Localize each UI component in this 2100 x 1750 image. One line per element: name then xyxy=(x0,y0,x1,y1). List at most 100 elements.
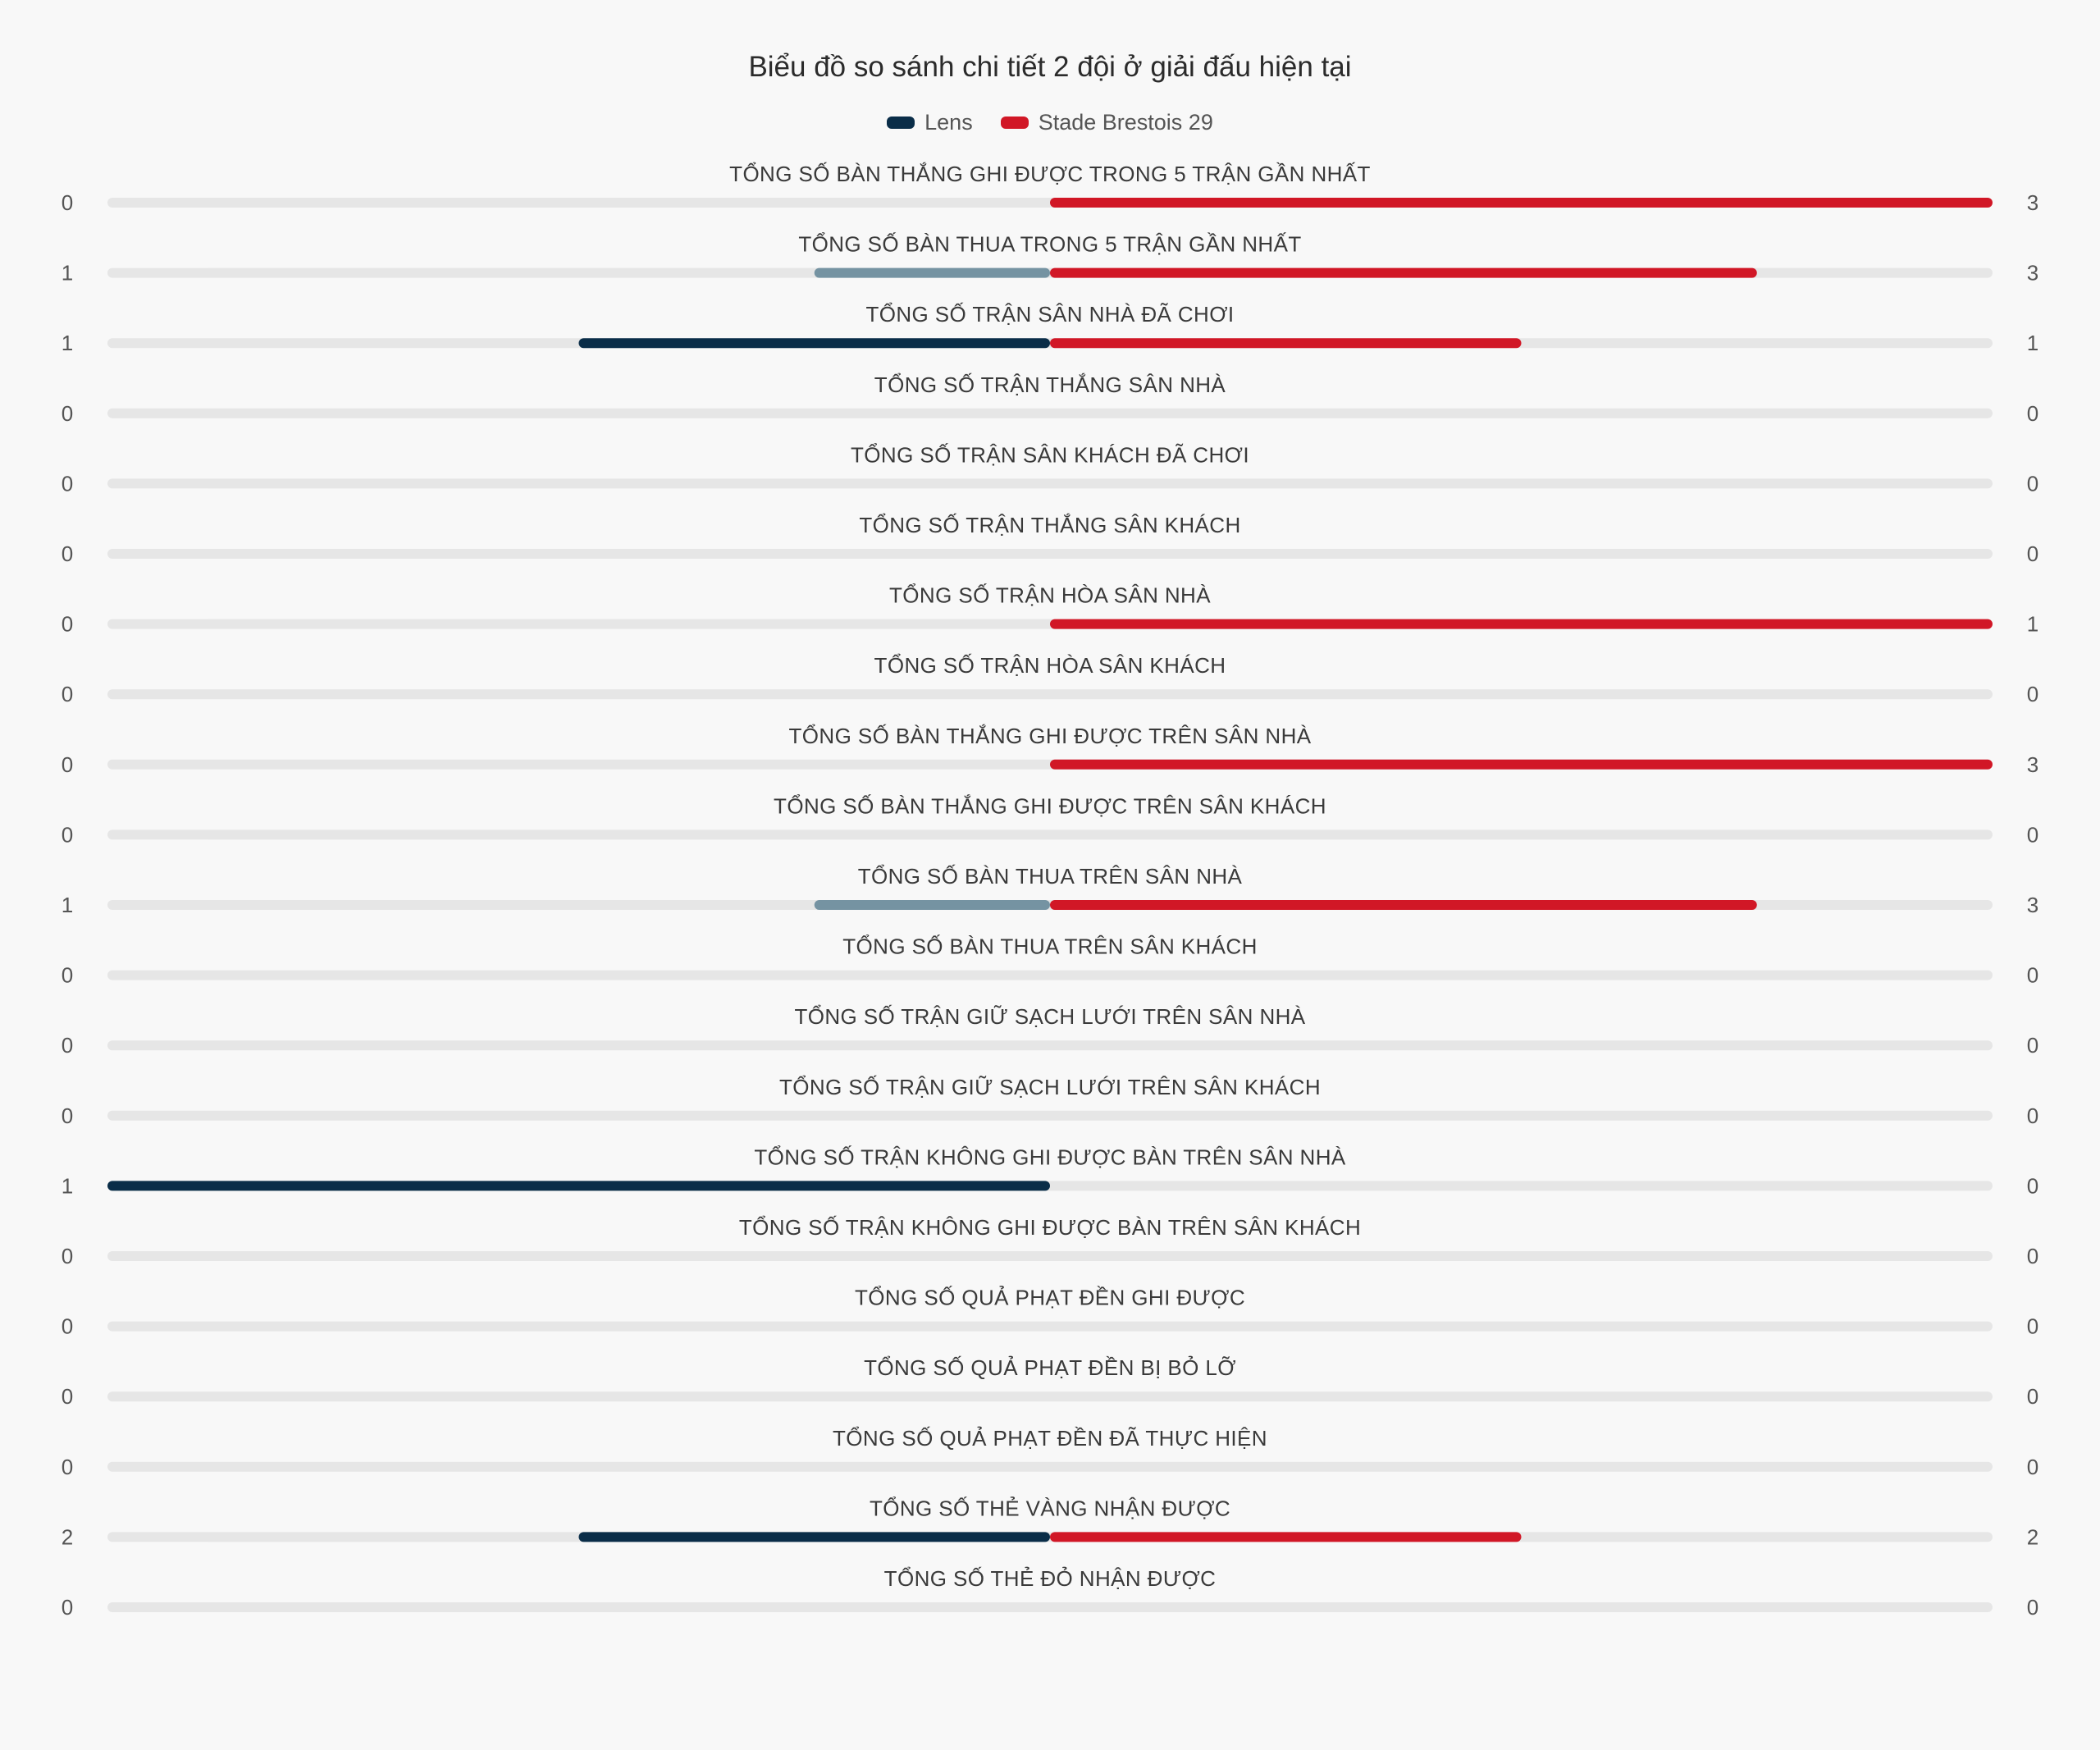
value-brest: 3 xyxy=(2027,261,2038,286)
comparison-row: TỔNG SỐ BÀN THUA TRÊN SÂN NHÀ 1 3 xyxy=(62,864,2038,917)
value-brest: 0 xyxy=(2027,541,2038,566)
row-label: TỔNG SỐ THẺ VÀNG NHẬN ĐƯỢC xyxy=(870,1496,1230,1520)
row-label: TỔNG SỐ QUẢ PHẠT ĐỀN BỊ BỎ LỠ xyxy=(864,1355,1236,1380)
row-label: TỔNG SỐ QUẢ PHẠT ĐỀN ĐÃ THỰC HIỆN xyxy=(833,1426,1267,1451)
comparison-row: TỔNG SỐ QUẢ PHẠT ĐỀN GHI ĐƯỢC 0 0 xyxy=(62,1286,2038,1339)
value-brest: 2 xyxy=(2027,1524,2038,1549)
value-brest: 0 xyxy=(2027,1033,2038,1058)
row-label: TỔNG SỐ BÀN THẮNG GHI ĐƯỢC TRÊN SÂN KHÁC… xyxy=(774,793,1326,818)
value-brest: 3 xyxy=(2027,893,2038,917)
row-label: TỔNG SỐ TRẬN HÒA SÂN NHÀ xyxy=(889,583,1211,608)
value-brest: 0 xyxy=(2027,1314,2038,1339)
row-label: TỔNG SỐ TRẬN HÒA SÂN KHÁCH xyxy=(874,653,1226,678)
comparison-row: TỔNG SỐ BÀN THẮNG GHI ĐƯỢC TRÊN SÂN NHÀ 0… xyxy=(62,724,2038,777)
bar-track xyxy=(107,829,1993,840)
comparison-row: TỔNG SỐ BÀN THUA TRONG 5 TRẬN GẦN NHẤT 1 3 xyxy=(62,232,2038,286)
comparison-row: TỔNG SỐ TRẬN THẮNG SÂN NHÀ 0 0 xyxy=(62,372,2038,426)
value-brest: 0 xyxy=(2027,682,2038,706)
bar-lens[interactable] xyxy=(814,900,1050,910)
legend-swatch-lens xyxy=(887,117,915,129)
comparison-row: TỔNG SỐ QUẢ PHẠT ĐỀN BỊ BỎ LỠ 0 0 xyxy=(62,1355,2038,1409)
row-label: TỔNG SỐ TRẬN KHÔNG GHI ĐƯỢC BÀN TRÊN SÂN… xyxy=(754,1145,1346,1169)
legend: Lens Stade Brestois 29 xyxy=(0,110,2100,135)
chart-title: Biểu đồ so sánh chi tiết 2 đội ở giải đấ… xyxy=(748,51,1352,83)
row-label: TỔNG SỐ TRẬN THẮNG SÂN NHÀ xyxy=(874,372,1226,397)
comparison-row: TỔNG SỐ TRẬN HÒA SÂN KHÁCH 0 0 xyxy=(62,653,2038,706)
row-label: TỔNG SỐ BÀN THUA TRONG 5 TRẬN GẦN NHẤT xyxy=(798,232,1301,257)
bar-track xyxy=(107,549,1993,559)
bar-brest[interactable] xyxy=(1050,900,1757,910)
comparison-row: TỔNG SỐ TRẬN KHÔNG GHI ĐƯỢC BÀN TRÊN SÂN… xyxy=(62,1145,2038,1198)
value-brest: 0 xyxy=(2027,471,2038,496)
value-brest: 0 xyxy=(2027,822,2038,847)
bar-track xyxy=(107,689,1993,700)
value-lens: 0 xyxy=(62,1595,73,1620)
value-lens: 0 xyxy=(62,1314,73,1339)
bar-track xyxy=(107,408,1993,418)
bar-brest[interactable] xyxy=(1050,619,1993,629)
legend-label-brest: Stade Brestois 29 xyxy=(1038,110,1213,135)
row-label: TỔNG SỐ QUẢ PHẠT ĐỀN GHI ĐƯỢC xyxy=(855,1286,1245,1310)
legend-item-brest[interactable]: Stade Brestois 29 xyxy=(1000,110,1213,135)
bar-track xyxy=(107,970,1993,980)
comparison-row: TỔNG SỐ QUẢ PHẠT ĐỀN ĐÃ THỰC HIỆN 0 0 xyxy=(62,1426,2038,1479)
row-label: TỔNG SỐ TRẬN GIỮ SẠCH LƯỚI TRÊN SÂN KHÁC… xyxy=(779,1075,1321,1099)
value-lens: 0 xyxy=(62,1384,73,1409)
value-lens: 0 xyxy=(62,612,73,637)
value-lens: 1 xyxy=(62,331,73,355)
value-brest: 3 xyxy=(2027,752,2038,777)
row-label: TỔNG SỐ BÀN THUA TRÊN SÂN NHÀ xyxy=(858,864,1243,889)
row-label: TỔNG SỐ TRẬN SÂN KHÁCH ĐÃ CHƠI xyxy=(851,442,1249,467)
comparison-row: TỔNG SỐ TRẬN SÂN NHÀ ĐÃ CHƠI 1 1 xyxy=(62,302,2038,355)
row-label: TỔNG SỐ BÀN THẮNG GHI ĐƯỢC TRÊN SÂN NHÀ xyxy=(789,724,1312,748)
value-lens: 0 xyxy=(62,401,73,426)
legend-item-lens[interactable]: Lens xyxy=(887,110,973,135)
bar-brest[interactable] xyxy=(1050,338,1522,349)
value-brest: 0 xyxy=(2027,1384,2038,1409)
comparison-row: TỔNG SỐ BÀN THẮNG GHI ĐƯỢC TRÊN SÂN KHÁC… xyxy=(62,793,2038,847)
value-brest: 0 xyxy=(2027,401,2038,426)
legend-label-lens: Lens xyxy=(924,110,973,135)
bar-lens[interactable] xyxy=(578,338,1051,349)
value-lens: 0 xyxy=(62,752,73,777)
comparison-row: TỔNG SỐ THẺ ĐỎ NHẬN ĐƯỢC 0 0 xyxy=(62,1565,2038,1620)
value-lens: 0 xyxy=(62,682,73,706)
row-label: TỔNG SỐ THẺ ĐỎ NHẬN ĐƯỢC xyxy=(884,1565,1217,1591)
bar-track xyxy=(107,1110,1993,1121)
row-label: TỔNG SỐ BÀN THẮNG GHI ĐƯỢC TRONG 5 TRẬN … xyxy=(729,162,1371,186)
row-label: TỔNG SỐ TRẬN THẮNG SÂN KHÁCH xyxy=(859,513,1240,537)
comparison-row: TỔNG SỐ BÀN THẮNG GHI ĐƯỢC TRONG 5 TRẬN … xyxy=(62,162,2038,215)
value-lens: 0 xyxy=(62,963,73,988)
value-brest: 0 xyxy=(2027,1595,2038,1620)
value-lens: 0 xyxy=(62,541,73,566)
bar-lens[interactable] xyxy=(814,267,1050,278)
value-lens: 1 xyxy=(62,261,73,286)
value-lens: 0 xyxy=(62,1244,73,1268)
value-lens: 1 xyxy=(62,893,73,917)
comparison-row: TỔNG SỐ TRẬN GIỮ SẠCH LƯỚI TRÊN SÂN KHÁC… xyxy=(62,1075,2038,1128)
value-lens: 0 xyxy=(62,190,73,215)
row-label: TỔNG SỐ TRẬN GIỮ SẠCH LƯỚI TRÊN SÂN NHÀ xyxy=(794,1004,1305,1029)
bar-track xyxy=(107,1602,1993,1612)
value-brest: 0 xyxy=(2027,1244,2038,1268)
row-label: TỔNG SỐ TRẬN SÂN NHÀ ĐÃ CHƠI xyxy=(865,302,1234,327)
comparison-row: TỔNG SỐ TRẬN THẮNG SÂN KHÁCH 0 0 xyxy=(62,513,2038,566)
bar-brest[interactable] xyxy=(1050,267,1757,278)
comparison-row: TỔNG SỐ TRẬN KHÔNG GHI ĐƯỢC BÀN TRÊN SÂN… xyxy=(62,1215,2038,1268)
value-brest: 1 xyxy=(2027,612,2038,637)
value-lens: 0 xyxy=(62,1103,73,1128)
value-brest: 0 xyxy=(2027,1173,2038,1198)
bar-brest[interactable] xyxy=(1050,759,1993,770)
value-brest: 0 xyxy=(2027,963,2038,988)
bar-brest[interactable] xyxy=(1050,198,1993,208)
value-lens: 0 xyxy=(62,822,73,847)
comparison-row: TỔNG SỐ TRẬN GIỮ SẠCH LƯỚI TRÊN SÂN NHÀ 0… xyxy=(62,1004,2038,1058)
bar-lens[interactable] xyxy=(107,1181,1050,1191)
row-label: TỔNG SỐ TRẬN KHÔNG GHI ĐƯỢC BÀN TRÊN SÂN… xyxy=(739,1215,1361,1240)
bar-track xyxy=(107,1251,1993,1261)
bar-lens[interactable] xyxy=(578,1532,1051,1542)
bar-brest[interactable] xyxy=(1050,1532,1522,1542)
comparison-row: TỔNG SỐ TRẬN HÒA SÂN NHÀ 0 1 xyxy=(62,583,2038,637)
bar-track xyxy=(107,1321,1993,1332)
